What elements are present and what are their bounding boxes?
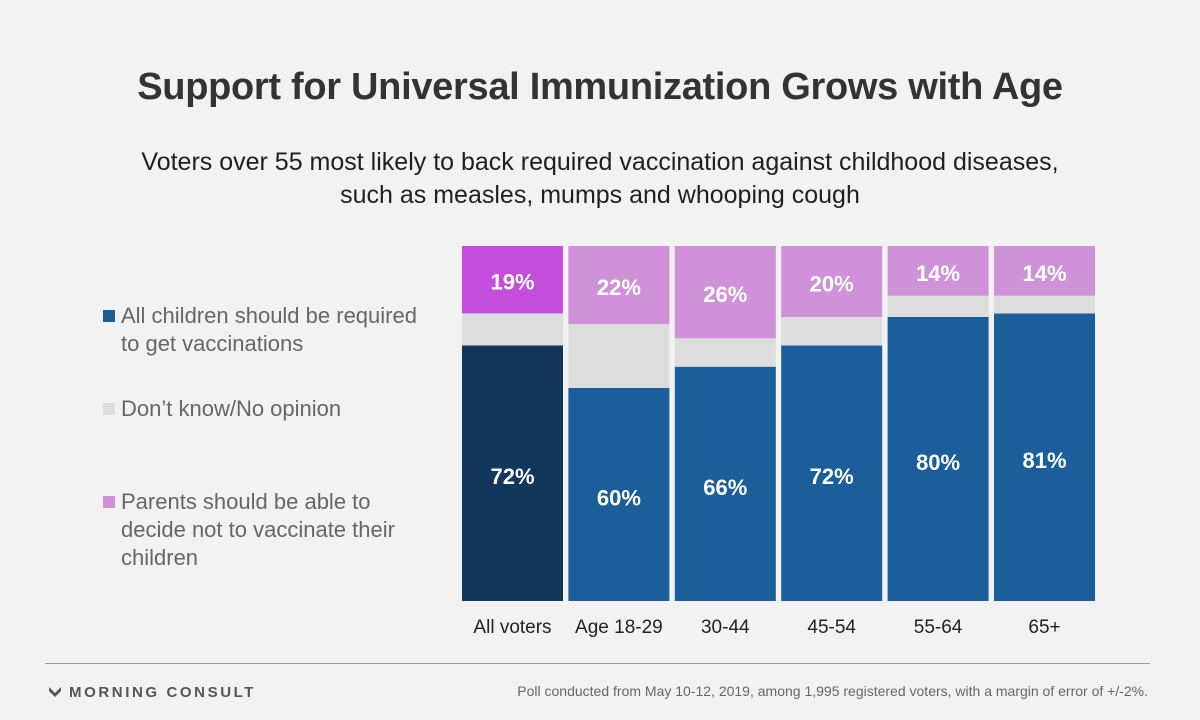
data-label-55-64-series-2: 14% (916, 261, 960, 286)
bar-segment-30-44-series-0 (674, 366, 776, 601)
bar-segment-55-64-series-1 (887, 295, 989, 317)
category-label-age-18-29: Age 18-29 (575, 617, 663, 638)
bar-segment-age-18-29-series-2 (568, 246, 670, 325)
data-label-45-54-series-0: 72% (810, 464, 854, 489)
legend-swatch-required (103, 310, 115, 322)
bar-group-55-64: 80% 14% 55-64 (887, 246, 989, 638)
bar-segment-65-series-1 (994, 295, 1095, 314)
legend-label-required-line-1: All children should be required (121, 303, 417, 328)
bar-segment-45-54-series-2 (781, 246, 883, 317)
category-label-45-54: 45-54 (807, 617, 856, 638)
bar-segment-30-44-series-2 (674, 246, 776, 339)
data-label-30-44-series-0: 66% (703, 475, 747, 500)
bar-segment-65-series-2 (994, 246, 1095, 296)
data-label-all-voters-series-2: 19% (490, 270, 534, 295)
chart-subtitle: Voters over 55 most likely to back requi… (100, 146, 1100, 212)
data-label-all-voters-series-0: 72% (490, 464, 534, 489)
legend-label-parents-line-1: Parents should be able to (121, 489, 371, 514)
bar-group-all-voters: 72% 19% All voters (462, 246, 563, 638)
bar-segment-55-64-series-0 (887, 317, 989, 601)
poll-footnote: Poll conducted from May 10-12, 2019, amo… (517, 683, 1148, 699)
bar-group-age-18-29: 60% 22% Age 18-29 (568, 246, 670, 638)
legend-label-no-opinion: Don’t know/No opinion (121, 396, 342, 421)
data-label-65-series-0: 81% (1022, 448, 1066, 473)
data-label-30-44-series-2: 26% (703, 282, 747, 307)
data-label-55-64-series-0: 80% (916, 450, 960, 475)
legend-item-required: All children should be required to get v… (103, 302, 448, 358)
category-label-30-44: 30-44 (701, 617, 750, 638)
chart-title: Support for Universal Immunization Grows… (137, 66, 1063, 108)
footer-divider (45, 663, 1150, 664)
legend-item-parents-decide: Parents should be able to decide not to … (103, 488, 448, 572)
bar-segment-all-voters-series-1 (462, 313, 563, 346)
bar-segment-45-54-series-1 (781, 317, 883, 346)
category-label-65: 65+ (1028, 617, 1060, 638)
subtitle-line-1: Voters over 55 most likely to back requi… (141, 148, 1059, 176)
bar-segment-30-44-series-1 (674, 338, 776, 367)
legend-item-no-opinion: Don’t know/No opinion (103, 395, 448, 423)
subtitle-line-2: such as measles, mumps and whooping coug… (340, 181, 860, 209)
data-label-45-54-series-2: 20% (810, 272, 854, 297)
bar-segment-all-voters-series-0 (462, 345, 563, 601)
bar-group-65: 81% 14% 65+ (994, 246, 1095, 638)
legend-label-required-line-2: to get vaccinations (121, 331, 304, 356)
legend-label-parents-line-2: decide not to vaccinate their (121, 517, 395, 542)
bar-segment-55-64-series-2 (887, 246, 989, 296)
bar-segment-all-voters-series-2 (462, 246, 563, 314)
bar-group-30-44: 66% 26% 30-44 (674, 246, 776, 638)
legend-label-parents-line-3: children (121, 545, 199, 570)
bar-segment-age-18-29-series-0 (568, 388, 670, 601)
legend-swatch-no-opinion (103, 403, 115, 415)
logo-text: MORNING CONSULT (69, 683, 257, 701)
data-label-age-18-29-series-0: 60% (597, 486, 641, 511)
bar-group-45-54: 72% 20% 45-54 (781, 246, 883, 638)
bar-segment-65-series-0 (994, 313, 1095, 601)
category-label-55-64: 55-64 (914, 617, 963, 638)
bar-segment-age-18-29-series-1 (568, 324, 670, 388)
legend-swatch-parents-decide (103, 496, 115, 508)
data-label-age-18-29-series-2: 22% (597, 275, 641, 300)
morning-consult-chevron-icon (49, 687, 61, 697)
bar-segment-45-54-series-0 (781, 345, 883, 601)
category-label-all-voters: All voters (473, 617, 551, 638)
morning-consult-logo: MORNING CONSULT (48, 683, 256, 701)
data-label-65-series-2: 14% (1022, 261, 1066, 286)
